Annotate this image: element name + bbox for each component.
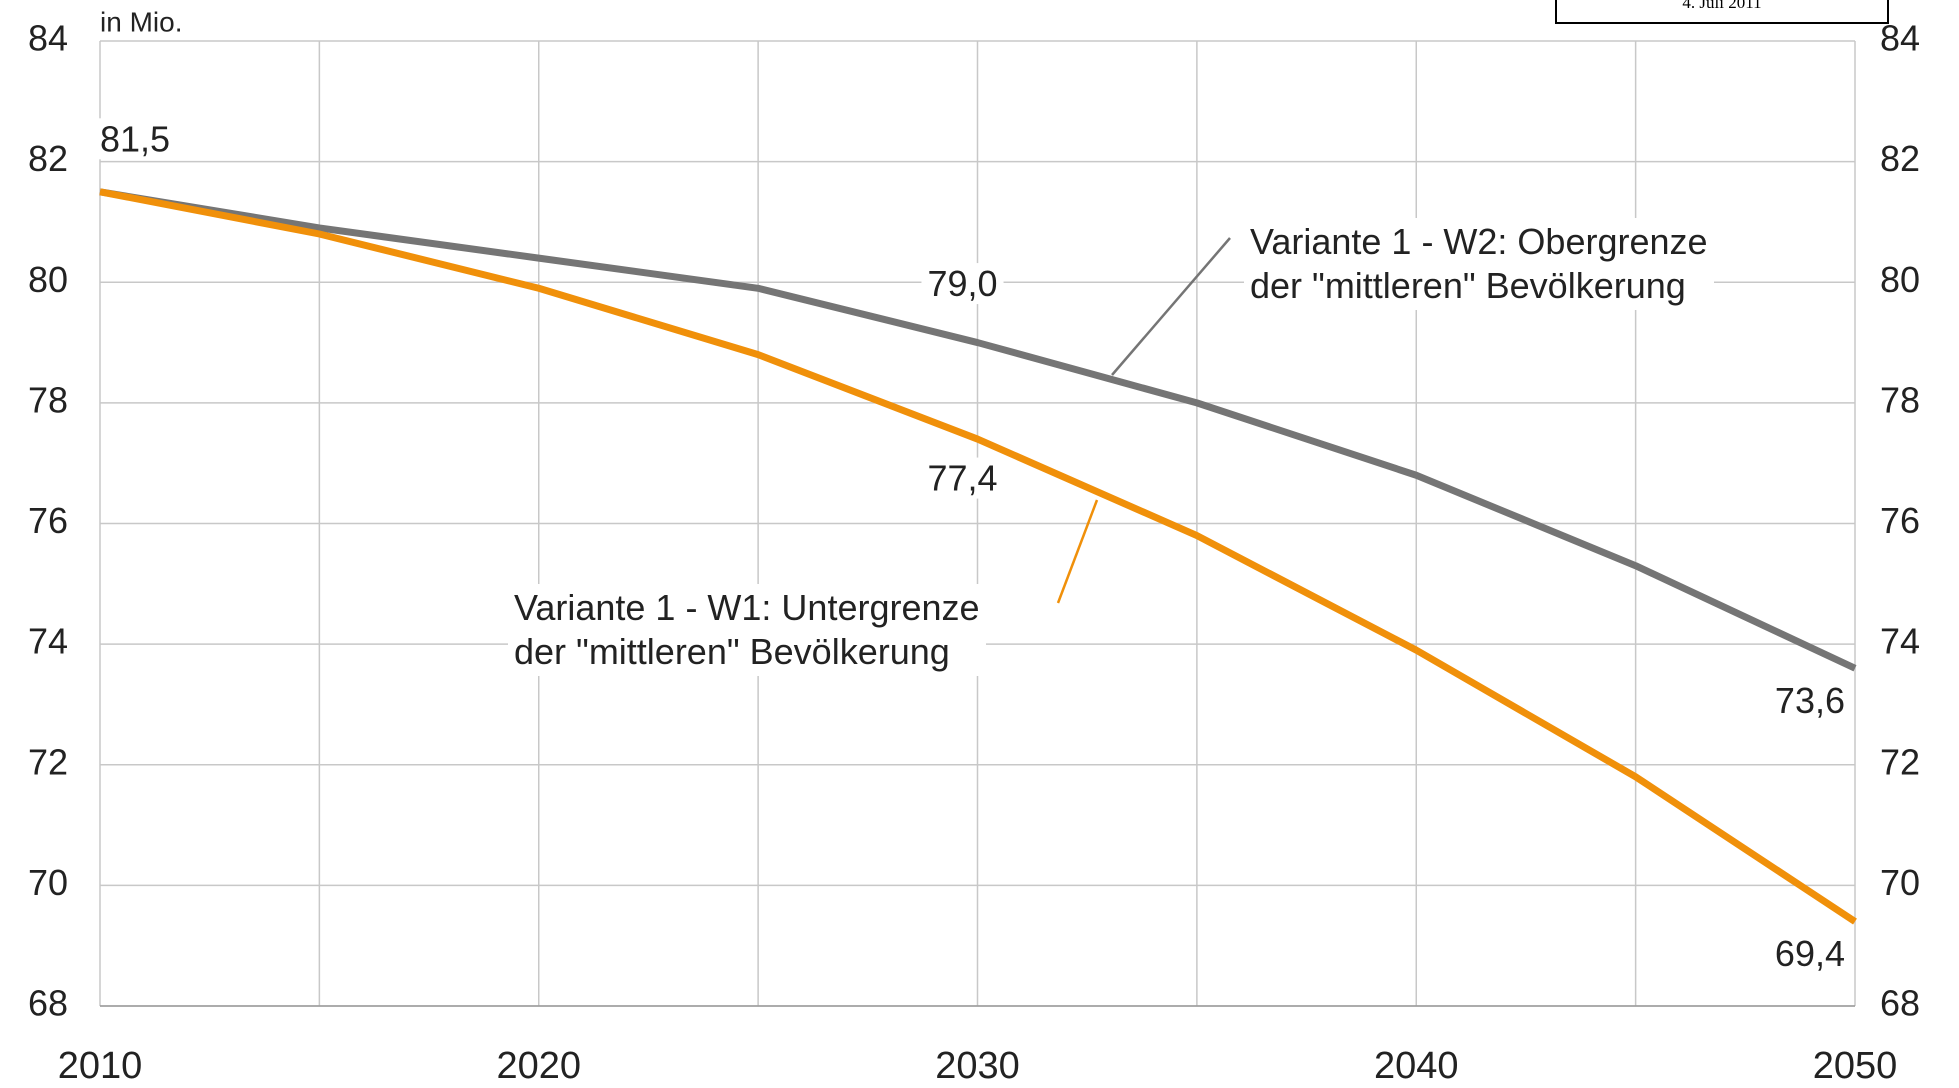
series-line [99, 188, 1857, 925]
y-tick-label-right: 80 [1880, 259, 1920, 300]
label-bg [1768, 679, 1851, 721]
y-tick-label-right: 84 [1880, 18, 1920, 59]
leader-line [1056, 499, 1099, 604]
value-label: 77,4 [927, 458, 997, 499]
y-tick-label: 74 [28, 621, 68, 662]
leader-line [1111, 237, 1231, 376]
x-tick-label: 2040 [1374, 1045, 1459, 1087]
y-tick-label-right: 82 [1880, 138, 1920, 179]
y-tick-label-right: 72 [1880, 741, 1920, 782]
label-bg [921, 457, 1004, 499]
y-tick-label: 82 [28, 138, 68, 179]
x-tick-label: 2030 [935, 1045, 1020, 1087]
y-tick-label: 80 [28, 259, 68, 300]
y-tick-label: 72 [28, 741, 68, 782]
series-label: Variante 1 - W2: Obergrenze der "mittler… [1244, 218, 1714, 310]
note: 4. Juli 2011 [1555, 0, 1889, 24]
value-label: 69,4 [1775, 933, 1845, 974]
y-axis-label: in Mio. [100, 6, 182, 37]
value-label: 73,6 [1775, 680, 1845, 721]
x-tick-label: 2020 [496, 1045, 581, 1087]
y-tick-label: 76 [28, 500, 68, 541]
x-tick-label: 2050 [1813, 1045, 1898, 1087]
y-tick-label: 78 [28, 379, 68, 420]
y-tick-label-right: 68 [1880, 983, 1920, 1024]
series-label: Variante 1 - W1: Untergrenze der "mittle… [508, 584, 986, 676]
y-tick-label-right: 76 [1880, 500, 1920, 541]
y-tick-label-right: 74 [1880, 621, 1920, 662]
x-tick-label: 2010 [58, 1045, 143, 1087]
y-tick-label: 68 [28, 983, 68, 1024]
label-bg [1768, 933, 1851, 975]
label-bg [921, 263, 1004, 305]
series-line [99, 188, 1857, 672]
y-tick-label-right: 78 [1880, 379, 1920, 420]
label-bg [94, 118, 177, 160]
value-label: 79,0 [927, 263, 997, 304]
value-label: 81,5 [100, 118, 170, 159]
y-tick-label: 70 [28, 862, 68, 903]
y-tick-label: 84 [28, 18, 68, 59]
y-tick-label-right: 70 [1880, 862, 1920, 903]
